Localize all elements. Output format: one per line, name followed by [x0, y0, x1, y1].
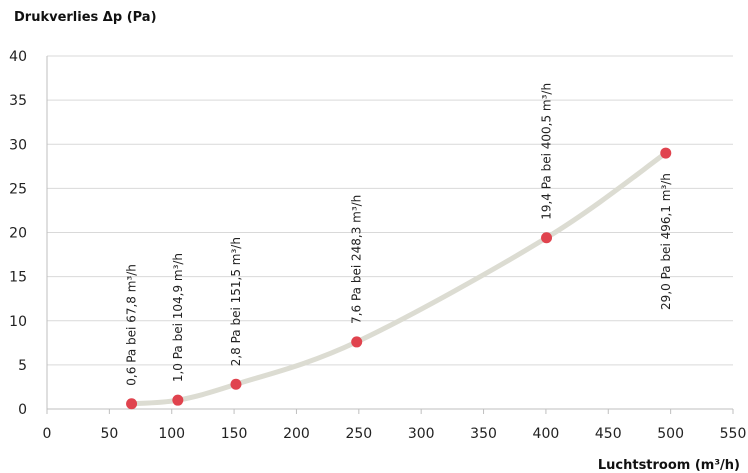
y-tick-label: 20	[9, 226, 27, 242]
y-tick-label: 5	[18, 358, 27, 374]
x-tick-label: 300	[408, 426, 435, 442]
x-tick-label: 100	[158, 426, 185, 442]
y-tick-label: 25	[9, 181, 27, 197]
data-point	[230, 378, 242, 390]
y-axis-title: Drukverlies Δp (Pa)	[14, 10, 157, 25]
data-label: 1,0 Pa bei 104,9 m³/h	[171, 253, 185, 382]
x-tick-label: 400	[533, 426, 560, 442]
fit-curve-line	[129, 150, 669, 407]
x-tick-label: 250	[345, 426, 372, 442]
x-axis-title: Luchtstroom (m³/h)	[598, 458, 740, 473]
x-tick-label: 50	[100, 426, 118, 442]
data-label: 19,4 Pa bei 400,5 m³/h	[540, 83, 554, 220]
x-tick-label: 0	[43, 426, 52, 442]
data-point	[541, 232, 553, 244]
data-label: 29,0 Pa bei 496,1 m³/h	[659, 173, 673, 310]
data-points	[126, 147, 672, 410]
gridlines	[47, 55, 733, 366]
x-tick-label: 350	[470, 426, 497, 442]
x-tick-label: 550	[720, 426, 747, 442]
y-tick-label: 40	[9, 49, 27, 65]
y-tick-label: 10	[9, 314, 27, 330]
data-point	[351, 336, 363, 348]
x-tick-label: 200	[283, 426, 310, 442]
data-point	[126, 398, 138, 410]
data-labels: 0,6 Pa bei 67,8 m³/h 1,0 Pa bei 104,9 m³/…	[125, 83, 673, 386]
y-tick-label: 15	[9, 270, 27, 286]
x-tick-label: 450	[595, 426, 622, 442]
data-label: 0,6 Pa bei 67,8 m³/h	[125, 264, 139, 386]
data-point	[172, 394, 184, 406]
fit-curve	[129, 150, 669, 407]
data-label: 2,8 Pa bei 151,5 m³/h	[229, 237, 243, 366]
y-tick-label: 0	[18, 402, 27, 418]
y-tick-label: 30	[9, 137, 27, 153]
data-point	[660, 147, 672, 159]
x-tick-label: 500	[657, 426, 684, 442]
data-label: 7,6 Pa bei 248,3 m³/h	[350, 195, 364, 324]
y-tick-label: 35	[9, 93, 27, 109]
x-tick-label: 150	[221, 426, 248, 442]
